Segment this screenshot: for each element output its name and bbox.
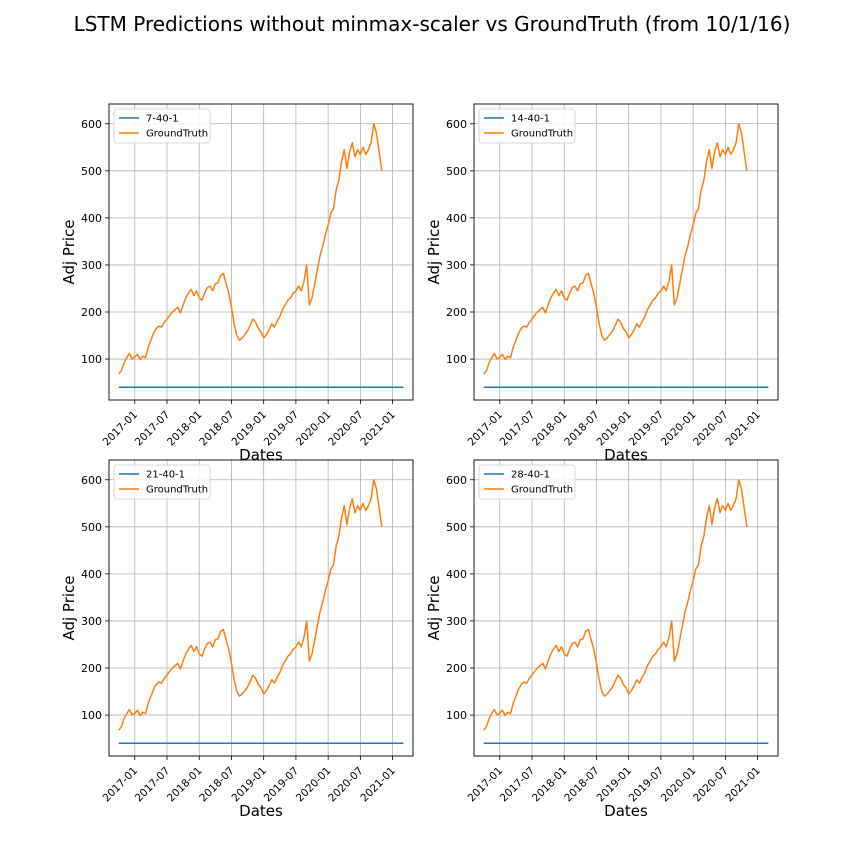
y-tick-label: 100: [446, 709, 467, 722]
y-tick-label: 400: [81, 212, 102, 225]
y-tick-label: 500: [81, 521, 102, 534]
legend-label: 21-40-1: [146, 470, 185, 481]
subplot-2: 1002003004005006002017-012017-072018-012…: [425, 103, 779, 464]
y-tick-label: 500: [446, 521, 467, 534]
subplot-1: 1002003004005006002017-012017-072018-012…: [60, 103, 414, 464]
y-axis-label: Adj Price: [425, 219, 443, 284]
groundtruth-line: [118, 479, 383, 731]
x-axis-label: Dates: [239, 446, 283, 464]
y-tick-label: 100: [81, 709, 102, 722]
y-tick-label: 300: [446, 615, 467, 628]
y-tick-label: 600: [446, 474, 467, 487]
y-tick-label: 200: [81, 306, 102, 319]
y-tick-label: 400: [446, 212, 467, 225]
legend-label: GroundTruth: [511, 129, 573, 140]
y-axis-label: Adj Price: [60, 219, 78, 284]
axes-frame: [473, 459, 779, 757]
groundtruth-line: [483, 123, 748, 375]
y-tick-label: 200: [446, 306, 467, 319]
legend-label: GroundTruth: [511, 485, 573, 496]
subplot-3: 1002003004005006002017-012017-072018-012…: [60, 459, 414, 820]
subplot-4: 1002003004005006002017-012017-072018-012…: [425, 459, 779, 820]
axes-frame: [108, 459, 414, 757]
y-tick-label: 300: [81, 259, 102, 272]
y-tick-label: 500: [446, 165, 467, 178]
x-tick-label: 2021-01: [358, 765, 398, 805]
x-tick-label: 2021-01: [723, 409, 763, 449]
groundtruth-line: [118, 123, 383, 375]
axes-frame: [108, 103, 414, 401]
y-tick-label: 300: [446, 259, 467, 272]
y-tick-label: 200: [446, 662, 467, 675]
legend-label: GroundTruth: [146, 485, 208, 496]
x-tick-label: 2021-01: [723, 765, 763, 805]
y-tick-label: 400: [81, 568, 102, 581]
legend-label: 28-40-1: [511, 470, 550, 481]
y-tick-label: 100: [446, 353, 467, 366]
x-tick-label: 2021-01: [358, 409, 398, 449]
y-tick-label: 400: [446, 568, 467, 581]
x-axis-label: Dates: [239, 802, 283, 820]
y-tick-label: 200: [81, 662, 102, 675]
figure-title: LSTM Predictions without minmax-scaler v…: [73, 12, 791, 36]
legend-label: 14-40-1: [511, 114, 550, 125]
y-tick-label: 600: [81, 474, 102, 487]
y-axis-label: Adj Price: [60, 575, 78, 640]
x-axis-label: Dates: [604, 802, 648, 820]
axes-frame: [473, 103, 779, 401]
legend-label: 7-40-1: [146, 114, 179, 125]
y-tick-label: 300: [81, 615, 102, 628]
y-tick-label: 600: [81, 118, 102, 131]
y-tick-label: 100: [81, 353, 102, 366]
legend-label: GroundTruth: [146, 129, 208, 140]
y-axis-label: Adj Price: [425, 575, 443, 640]
y-tick-label: 500: [81, 165, 102, 178]
y-tick-label: 600: [446, 118, 467, 131]
groundtruth-line: [483, 479, 748, 731]
x-axis-label: Dates: [604, 446, 648, 464]
